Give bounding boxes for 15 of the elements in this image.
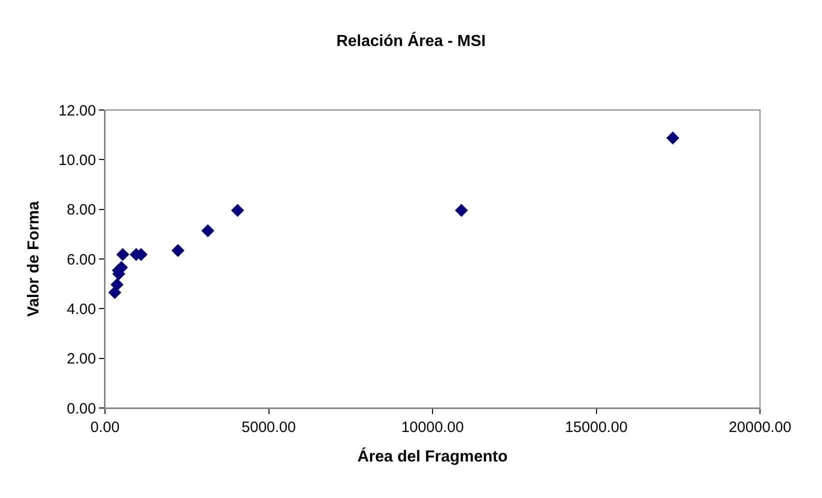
chart-title: Relación Área - MSI xyxy=(336,31,486,50)
y-tick-label: 6.00 xyxy=(66,251,96,268)
x-tick-label: 10000.00 xyxy=(401,419,464,436)
y-tick-label: 12.00 xyxy=(58,102,96,120)
y-tick-label: 4.00 xyxy=(66,300,96,318)
y-tick-label: 10.00 xyxy=(58,152,96,169)
x-tick-label: 0.00 xyxy=(90,419,120,436)
y-axis-title: Valor de Forma xyxy=(25,201,42,317)
y-tick-label: 8.00 xyxy=(66,202,96,219)
x-axis-title: Área del Fragmento xyxy=(357,446,508,466)
x-tick-label: 20000.00 xyxy=(728,419,792,436)
y-tick-label: 2.00 xyxy=(66,350,96,368)
x-tick-label: 5000.00 xyxy=(242,419,296,436)
x-tick-label: 15000.00 xyxy=(564,419,628,436)
y-tick-label: 0.00 xyxy=(66,400,96,418)
